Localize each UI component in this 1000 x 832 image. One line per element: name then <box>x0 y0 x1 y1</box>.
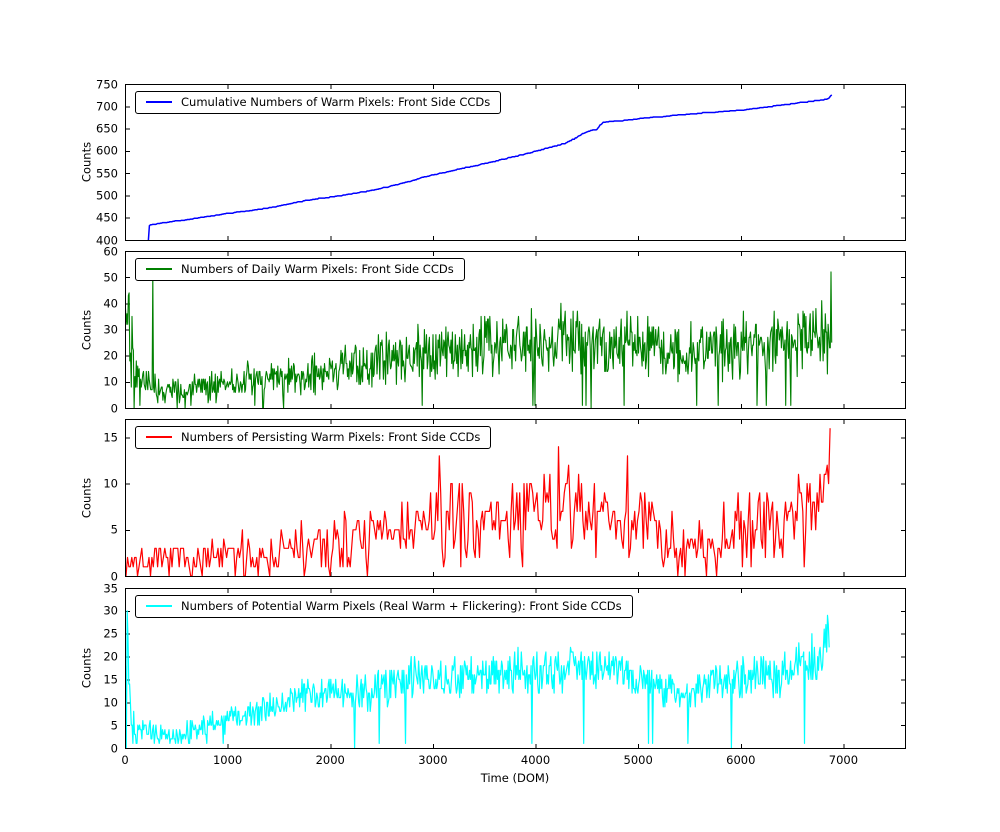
y-tick-label: 30 <box>103 322 118 337</box>
y-tick-label: 30 <box>103 604 118 619</box>
y-tick-label: 25 <box>103 626 118 641</box>
legend-label: Numbers of Daily Warm Pixels: Front Side… <box>181 262 454 276</box>
y-tick-label: 20 <box>103 649 118 664</box>
y-tick-label: 0 <box>110 741 118 756</box>
y-tick-label: 0 <box>110 401 118 416</box>
x-tick-label: 5000 <box>623 753 653 767</box>
series-line-potential-warm-pixels <box>125 610 830 749</box>
y-tick-label: 20 <box>103 348 118 363</box>
y-axis-label: Counts <box>79 477 94 518</box>
legend-line-sample <box>146 436 172 438</box>
y-tick-label: 0 <box>110 569 118 584</box>
legend-label: Numbers of Persisting Warm Pixels: Front… <box>181 430 481 444</box>
legend-line-sample <box>146 101 172 103</box>
axes-frame <box>125 251 906 409</box>
y-tick-label: 400 <box>96 233 118 248</box>
axes-frame <box>125 588 906 749</box>
y-tick-label: 60 <box>103 244 118 259</box>
y-tick-label: 10 <box>103 476 118 491</box>
series-line-cumulative-warm-pixels <box>147 94 833 241</box>
legend-potential-warm-pixels: Numbers of Potential Warm Pixels (Real W… <box>135 595 633 618</box>
y-axis-label: Counts <box>79 141 94 183</box>
x-tick-label: 3000 <box>418 753 448 767</box>
axes-frame <box>125 84 906 241</box>
y-tick-label: 50 <box>103 270 118 285</box>
subplot-daily-warm-pixels <box>125 251 906 409</box>
y-tick-label: 700 <box>96 99 118 114</box>
y-tick-label: 550 <box>96 166 118 181</box>
x-tick-label: 0 <box>121 753 129 767</box>
x-tick-label: 2000 <box>315 753 345 767</box>
y-tick-label: 15 <box>103 672 118 687</box>
y-tick-label: 10 <box>103 375 118 390</box>
legend-label: Cumulative Numbers of Warm Pixels: Front… <box>181 95 491 109</box>
y-tick-label: 40 <box>103 296 118 311</box>
legend-cumulative-warm-pixels: Cumulative Numbers of Warm Pixels: Front… <box>135 91 502 114</box>
x-tick-label: 1000 <box>212 753 243 767</box>
subplot-cumulative-warm-pixels <box>125 84 906 241</box>
x-tick-label: 7000 <box>828 753 859 767</box>
x-tick-label: 6000 <box>726 753 756 767</box>
y-tick-label: 35 <box>103 581 118 596</box>
axes-frame <box>125 419 906 577</box>
x-axis-label: Time (DOM) <box>480 771 550 785</box>
y-tick-label: 10 <box>103 695 118 710</box>
legend-daily-warm-pixels: Numbers of Daily Warm Pixels: Front Side… <box>135 258 465 281</box>
legend-persisting-warm-pixels: Numbers of Persisting Warm Pixels: Front… <box>135 426 492 449</box>
subplot-persisting-warm-pixels <box>125 419 906 577</box>
y-axis-label: Counts <box>79 309 94 350</box>
legend-label: Numbers of Potential Warm Pixels (Real W… <box>181 599 622 613</box>
y-tick-label: 600 <box>96 144 118 159</box>
y-axis-label: Counts <box>79 647 94 689</box>
x-tick-label: 4000 <box>520 753 551 767</box>
subplot-potential-warm-pixels <box>125 588 906 749</box>
y-tick-label: 5 <box>110 718 118 733</box>
series-line-persisting-warm-pixels <box>125 428 831 577</box>
y-tick-label: 450 <box>96 210 118 225</box>
legend-line-sample <box>146 268 172 270</box>
y-tick-label: 15 <box>103 430 118 445</box>
y-tick-label: 750 <box>96 77 118 92</box>
legend-line-sample <box>146 605 172 607</box>
y-tick-label: 650 <box>96 121 118 136</box>
y-tick-label: 500 <box>96 188 118 203</box>
y-tick-label: 5 <box>110 522 118 537</box>
series-line-daily-warm-pixels <box>125 271 833 409</box>
